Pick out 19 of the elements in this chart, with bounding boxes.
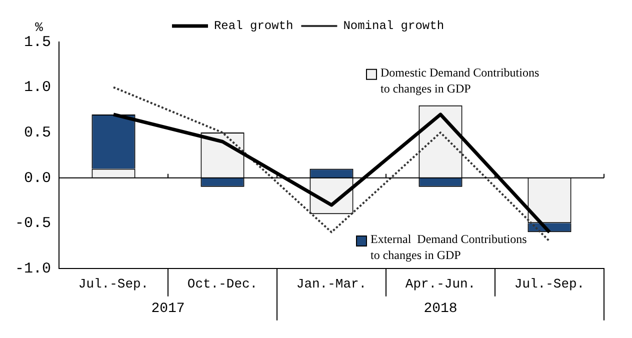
x-tick-label: Jul.-Sep. <box>514 276 585 292</box>
legend-label: Nominal growth <box>343 19 444 34</box>
y-tick-label: -0.5 <box>14 215 52 232</box>
text: 2017 <box>151 301 185 318</box>
legend-label: Domestic Demand Contributions to changes in GDP <box>380 66 540 96</box>
y-tick-label: 1.0 <box>24 79 52 96</box>
y-tick-label: 1.5 <box>24 34 52 51</box>
y-tick-label: 0.0 <box>24 170 52 187</box>
x-tick-label: Jul.-Sep. <box>78 276 149 292</box>
legend-label: Real growth <box>214 19 294 34</box>
line-series <box>112 86 550 242</box>
y-axis-title: % <box>35 20 44 35</box>
x-tick-label: Oct.-Dec. <box>187 276 258 292</box>
y-tick-label: -1.0 <box>14 260 52 278</box>
legend-label: External Demand Contributions to changes in GDP <box>370 232 528 262</box>
x-tick-label: Jan.-Mar. <box>296 276 367 292</box>
y-tick-label: 0.5 <box>24 124 52 142</box>
x-tick-label: Apr.-Jun. <box>405 276 476 292</box>
text: 2018 <box>424 301 458 318</box>
